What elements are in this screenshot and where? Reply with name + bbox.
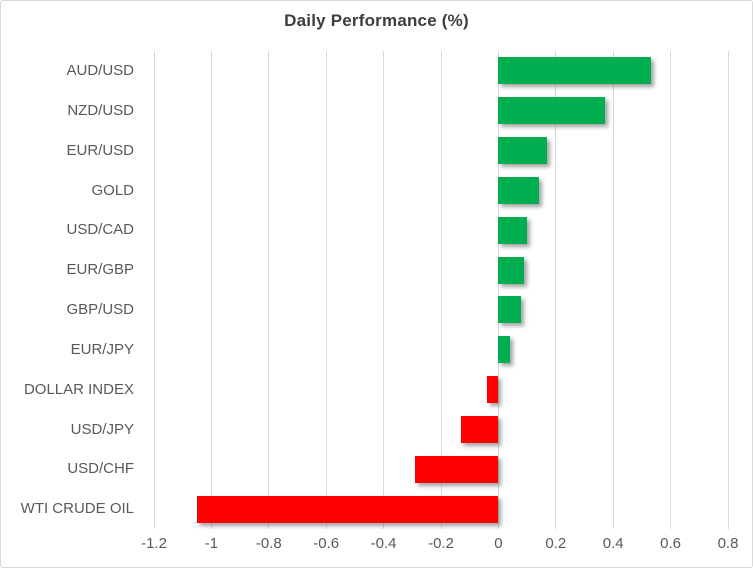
x-tick-label: -0.4 [370,535,397,552]
category-label: NZD/USD [67,101,134,119]
gridline [325,51,327,529]
value-axis-labels: -1.2 -1 -0.8 -0.6 -0.4 -0.2 0 0.2 0.4 0.6 0.8 [1,535,752,557]
category-label: USD/CHF [67,460,134,478]
category-label: AUD/USD [66,62,134,79]
bar [197,495,499,523]
x-tick-label: 0.4 [602,535,624,552]
category-label: EUR/USD [66,141,134,159]
category-label: USD/CAD [66,221,134,239]
gridline [210,51,212,529]
bar [498,137,548,165]
gridline [555,51,557,529]
gridline [612,51,614,529]
x-tick-label: -0.8 [255,535,282,552]
bar [498,336,510,364]
gridline [268,51,270,529]
category-axis-labels: AUD/USD NZD/USD EUR/USD GOLD USD/CAD EUR/GBP G… [1,51,134,529]
category-label: GOLD [91,181,134,199]
category-label: EUR/GBP [66,261,134,279]
gridline [497,51,499,529]
category-label: WTI CRUDE OIL [20,500,134,518]
x-tick-label: -0.6 [313,535,340,552]
category-label: DOLLAR INDEX [23,380,134,398]
category-label: USD/JPY [70,420,134,438]
category-label: EUR/JPY [70,340,134,358]
bar [498,216,528,244]
x-tick-label: 0.2 [545,535,567,552]
x-tick-label: -1.2 [141,535,167,552]
bar [461,415,499,443]
bar [498,176,539,204]
gridline [440,51,442,529]
x-tick-label: -1 [204,535,219,552]
bar [486,376,499,404]
bar [415,455,499,483]
bar [498,296,522,324]
x-tick-label: 0 [494,535,503,552]
gridline [153,51,155,529]
x-tick-label: -0.2 [428,535,454,552]
gridline [670,51,672,529]
x-tick-label: 0.6 [660,535,682,552]
bar [498,256,525,284]
category-label: GBP/USD [66,301,134,318]
chart-title: Daily Performance (%) [284,11,469,30]
plot-area [153,51,729,529]
x-tick-label: 0.8 [717,535,739,552]
bar [498,97,605,125]
gridline [383,51,385,529]
bar [498,57,651,85]
gridline [727,51,729,529]
